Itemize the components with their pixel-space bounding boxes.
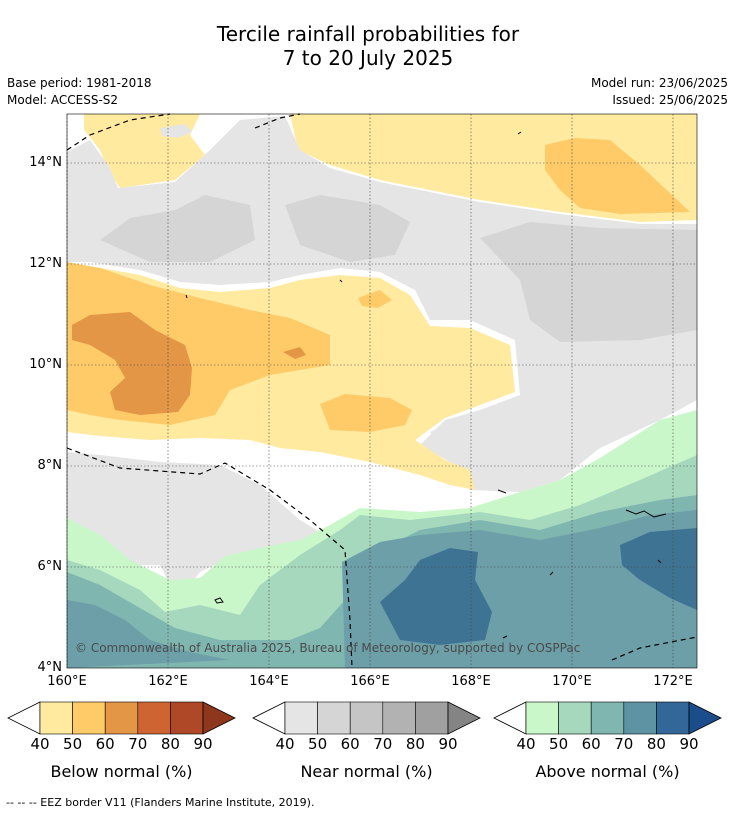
colorbar-tick-label: 50 xyxy=(63,735,83,753)
colorbar-high-arrow xyxy=(202,701,236,735)
colorbar-high-arrow xyxy=(447,701,481,735)
colorbar-tick-label: 50 xyxy=(549,735,569,753)
near-normal-east-south-2 xyxy=(430,415,480,445)
colorbar-tick-label: 90 xyxy=(679,735,699,753)
latitude-tick-label: 12°N xyxy=(29,256,62,271)
near-normal-center-core xyxy=(285,195,410,262)
below-normal-60-spot xyxy=(283,347,306,359)
colorbar-tick-label: 70 xyxy=(128,735,148,753)
colorbar-tick-label: 70 xyxy=(614,735,634,753)
latitude-tick-label: 4°N xyxy=(37,660,63,675)
model-name: Model: ACCESS-S2 xyxy=(7,93,119,107)
colorbar-segment xyxy=(284,701,318,735)
near-normal-north-core xyxy=(100,195,255,262)
probability-fields xyxy=(67,114,697,668)
colorbar-segment xyxy=(72,701,106,735)
colorbar-tick-label: 40 xyxy=(30,735,50,753)
colorbar-above-normal xyxy=(493,701,722,735)
colorbar-segment xyxy=(415,701,449,735)
colorbar-segment xyxy=(382,701,416,735)
colorbar-tick-label: 90 xyxy=(193,735,213,753)
longitude-tick-label: 160°E xyxy=(47,674,87,689)
latitude-tick-label: 10°N xyxy=(29,357,62,372)
colorbar-tick-label: 40 xyxy=(275,735,295,753)
colorbar-tick-label: 70 xyxy=(373,735,393,753)
colorbar-tick-label: 80 xyxy=(405,735,425,753)
above-normal-80-east xyxy=(620,528,697,610)
near-normal-east-core xyxy=(480,222,697,342)
colorbar-high-arrow xyxy=(688,701,722,735)
longitude-tick-label: 168°E xyxy=(451,674,491,689)
copyright-notice: © Commonwealth of Australia 2025, Bureau… xyxy=(75,641,581,655)
model-run: Model run: 23/06/2025 xyxy=(590,76,728,90)
colorbar-tick-label: 80 xyxy=(160,735,180,753)
colorbar-below-normal xyxy=(7,701,236,735)
below-normal-tiny-core xyxy=(358,290,392,308)
near-normal-south-region xyxy=(67,452,320,585)
below-normal-small-core xyxy=(320,394,412,432)
colorbar-segment xyxy=(525,701,559,735)
near-normal-top-spot xyxy=(160,124,192,138)
above-normal-80-core xyxy=(380,548,492,645)
colorbar-segment xyxy=(623,701,657,735)
colorbar-segment xyxy=(590,701,625,735)
colorbar-low-arrow xyxy=(7,701,41,735)
islands xyxy=(185,131,667,639)
colorbar-tick-label: 60 xyxy=(581,735,601,753)
colorbar-segment xyxy=(558,701,592,735)
near-normal-east-south xyxy=(545,418,582,442)
longitude-tick-label: 170°E xyxy=(552,674,592,689)
colorbar-segment xyxy=(170,701,204,735)
longitude-tick-label: 162°E xyxy=(148,674,188,689)
colorbar-tick-label: 90 xyxy=(438,735,458,753)
colorbar-tick-label: 60 xyxy=(95,735,115,753)
colorbar-tick-label: 60 xyxy=(340,735,360,753)
colorbar-segment xyxy=(349,701,384,735)
colorbar-segment xyxy=(39,701,73,735)
colorbar-segment xyxy=(137,701,171,735)
colorbar-low-arrow xyxy=(493,701,527,735)
above-normal-70-region xyxy=(67,600,230,668)
colorbar-title: Near normal (%) xyxy=(300,762,433,781)
longitude-tick-label: 164°E xyxy=(249,674,289,689)
issued-date: Issued: 25/06/2025 xyxy=(612,93,728,107)
colorbar-title: Above normal (%) xyxy=(535,762,680,781)
colorbar-near-normal xyxy=(252,701,481,735)
colorbar-tick-label: 50 xyxy=(308,735,328,753)
latitude-tick-label: 14°N xyxy=(29,155,62,170)
colorbar-segment xyxy=(104,701,139,735)
below-normal-north-core xyxy=(545,138,690,214)
eez-borders xyxy=(66,113,698,669)
colorbar-tick-label: 40 xyxy=(516,735,536,753)
eez-legend: -- -- -- EEZ border V11 (Flanders Marine… xyxy=(6,796,315,809)
colorbar-low-arrow xyxy=(252,701,286,735)
colorbar-segment xyxy=(656,701,690,735)
colorbar-tick-label: 80 xyxy=(646,735,666,753)
title-line-2: 7 to 20 July 2025 xyxy=(282,46,454,70)
longitude-tick-label: 172°E xyxy=(653,674,693,689)
colorbar-title: Below normal (%) xyxy=(50,762,193,781)
base-period: Base period: 1981-2018 xyxy=(7,76,152,90)
longitude-tick-label: 166°E xyxy=(350,674,390,689)
latitude-tick-label: 6°N xyxy=(37,559,63,574)
title-line-1: Tercile rainfall probabilities for xyxy=(216,22,520,46)
below-normal-60-core xyxy=(72,312,192,415)
map-frame xyxy=(66,113,698,669)
colorbar-segment xyxy=(317,701,351,735)
latitude-tick-label: 8°N xyxy=(37,458,63,473)
